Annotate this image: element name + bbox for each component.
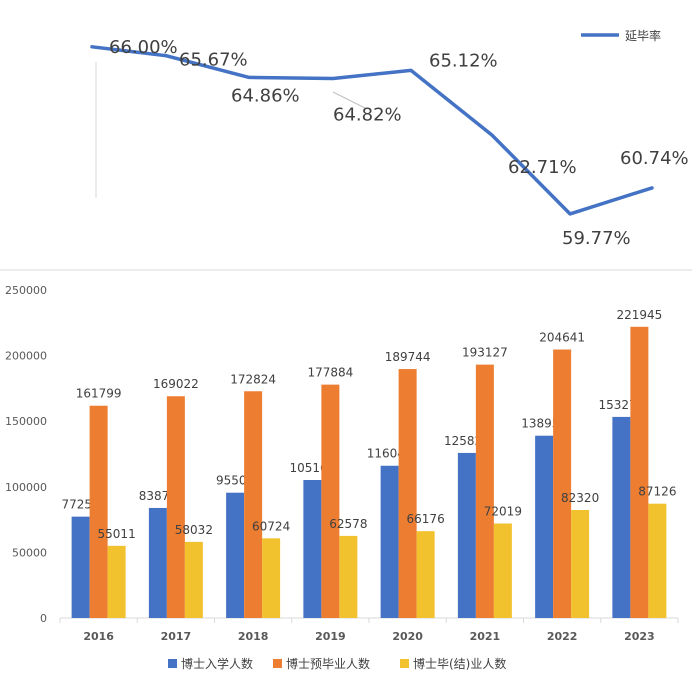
bar-博士毕(结)业人数-2023 — [648, 503, 667, 618]
bar-博士毕(结)业人数-2020 — [416, 531, 435, 618]
bar-博士入学人数-2022 — [535, 435, 554, 618]
bar-data-label: 172824 — [230, 372, 276, 386]
x-tick-label: 2017 — [161, 630, 192, 643]
bar-博士入学人数-2019 — [303, 480, 322, 618]
bar-博士预毕业人数-2021 — [475, 364, 494, 618]
x-tick-label: 2019 — [315, 630, 346, 643]
bar-博士毕(结)业人数-2018 — [262, 538, 281, 618]
bar-博士毕(结)业人数-2022 — [571, 509, 590, 618]
line-series-延毕率 — [90, 45, 654, 216]
line-data-label: 62.71% — [508, 157, 577, 178]
x-tick-label: 2020 — [392, 630, 423, 643]
line-data-label: 64.86% — [231, 85, 300, 106]
bar-data-label: 177884 — [307, 366, 353, 380]
bar-博士预毕业人数-2016 — [89, 405, 108, 618]
legend-label-line: 延毕率 — [625, 28, 661, 43]
bar-博士预毕业人数-2023 — [630, 326, 649, 618]
line-data-label: 60.74% — [620, 148, 689, 169]
leader-line — [332, 91, 366, 109]
bar-博士毕(结)业人数-2019 — [339, 535, 358, 618]
x-tick-label: 2023 — [624, 630, 655, 643]
bar-data-label: 62578 — [329, 517, 367, 531]
legend-swatch-博士毕(结)业人数 — [400, 659, 409, 668]
line-data-label: 64.82% — [333, 104, 402, 125]
bar-data-label: 161799 — [76, 387, 122, 401]
x-tick-label: 2018 — [238, 630, 269, 643]
bar-博士入学人数-2023 — [612, 416, 631, 618]
bar-data-label: 66176 — [407, 512, 445, 526]
bar-data-label: 189744 — [385, 350, 431, 364]
x-tick-label: 2022 — [547, 630, 578, 643]
y-tick-label: 0 — [40, 612, 47, 625]
bar-博士预毕业人数-2018 — [244, 391, 263, 618]
legend-label-博士入学人数: 博士入学人数 — [181, 656, 253, 671]
y-tick-label: 50000 — [12, 546, 47, 559]
bar-data-label: 60724 — [252, 519, 290, 533]
x-tick-label: 2021 — [470, 630, 501, 643]
bar-data-label: 204641 — [539, 331, 585, 345]
bar-data-label: 55011 — [98, 527, 136, 541]
bar-博士入学人数-2021 — [457, 452, 476, 618]
bar-博士入学人数-2018 — [226, 492, 245, 618]
line-data-label: 65.12% — [429, 50, 498, 71]
legend-label-博士毕(结)业人数: 博士毕(结)业人数 — [413, 656, 506, 671]
y-tick-label: 150000 — [5, 415, 47, 428]
line-data-label: 65.67% — [179, 50, 248, 71]
line-data-label: 59.77% — [562, 228, 631, 249]
bar-博士毕(结)业人数-2016 — [107, 545, 126, 618]
bar-data-label: 58032 — [175, 523, 213, 537]
bar-博士预毕业人数-2020 — [398, 369, 417, 618]
bar-data-label: 72019 — [484, 505, 522, 519]
bar-data-label: 221945 — [616, 308, 662, 322]
y-tick-label: 100000 — [5, 481, 47, 494]
bar-博士入学人数-2020 — [380, 465, 399, 618]
bar-博士预毕业人数-2019 — [321, 384, 340, 618]
x-tick-label: 2016 — [83, 630, 114, 643]
y-tick-label: 200000 — [5, 350, 47, 363]
line-chart: 66.00%65.67% 64.86% 64.82% 65.12% 62.71% 59.7… — [0, 28, 692, 271]
bar-博士毕(结)业人数-2021 — [493, 523, 512, 618]
bar-data-label: 193127 — [462, 346, 508, 360]
bar-data-label: 87126 — [638, 485, 676, 499]
bar-博士毕(结)业人数-2017 — [184, 541, 203, 618]
bar-博士入学人数-2017 — [148, 507, 167, 618]
legend-swatch-博士预毕业人数 — [273, 659, 282, 668]
bar-博士预毕业人数-2017 — [166, 396, 185, 618]
bar-data-label: 82320 — [561, 491, 599, 505]
bar-data-label: 169022 — [153, 377, 199, 391]
bar-博士入学人数-2016 — [71, 516, 90, 618]
legend-swatch-博士入学人数 — [168, 659, 177, 668]
bar-博士预毕业人数-2022 — [553, 349, 572, 618]
legend-label-博士预毕业人数: 博士预毕业人数 — [286, 656, 370, 671]
line-data-label: 66.00% — [109, 37, 178, 58]
y-tick-label: 250000 — [5, 284, 47, 297]
